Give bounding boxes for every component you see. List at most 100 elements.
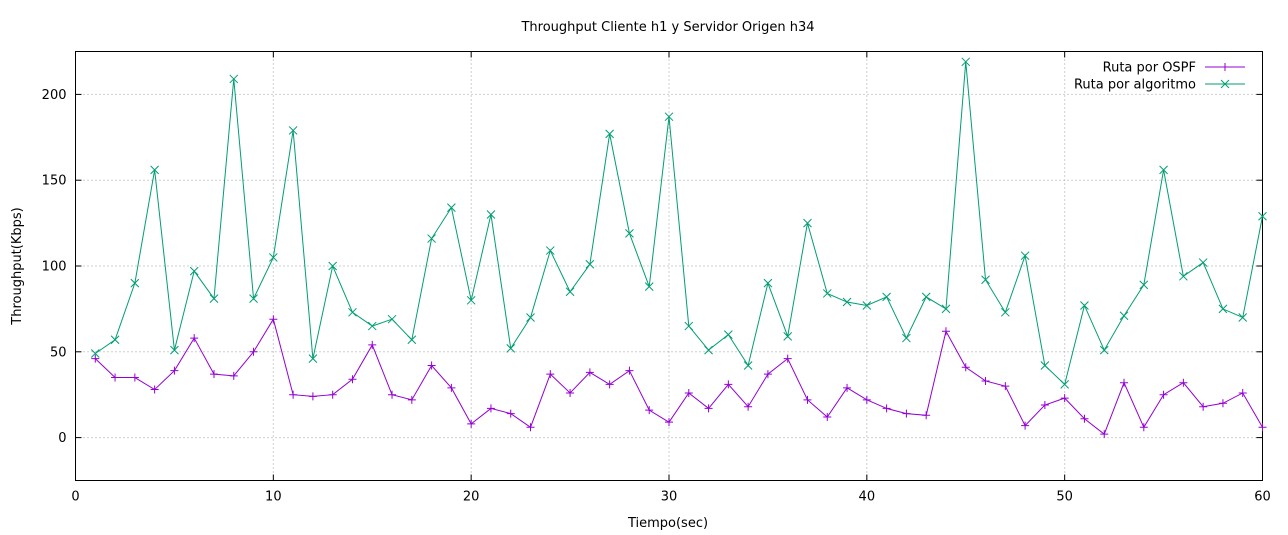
data-point [803,218,812,228]
data-point [308,354,318,364]
data-point [961,57,971,67]
data-point [150,165,159,175]
x-tick-label: 30 [661,490,678,505]
data-point [625,229,634,238]
data-point [605,129,615,139]
data-point [585,368,594,377]
data-point [209,370,218,379]
x-axis-label: Tiempo(sec) [627,516,708,531]
data-point [803,395,812,404]
data-point [644,282,654,291]
data-point [1120,378,1129,387]
data-point [427,361,436,370]
data-point [1000,307,1010,317]
data-point [704,345,713,355]
data-point [1001,382,1010,391]
data-point [506,344,516,353]
data-point [1100,430,1109,439]
data-point [902,333,911,343]
data-point [665,418,673,427]
data-point [645,406,654,415]
data-point [1238,388,1247,397]
data-point [130,278,140,288]
series-line [94,317,1263,435]
data-point [822,289,832,298]
series-1 [91,315,1267,439]
data-point [229,74,239,84]
data-point [209,294,219,303]
data-point [130,373,139,382]
data-point [723,330,733,339]
data-point [467,419,476,428]
data-point [684,321,694,331]
series-line [94,61,1263,386]
legend-item: Ruta por algoritmo [1074,78,1245,93]
axis-ticks: 0 50 100 150 200 0 10 20 30 40 50 60 [42,51,1271,505]
data-point [110,335,120,345]
data-point [526,313,535,322]
data-point [1040,400,1049,409]
data-point [90,349,100,358]
data-point [961,363,970,372]
data-point [388,390,397,399]
data-point [941,304,951,314]
data-point [189,266,199,276]
y-tick-label: 0 [58,431,66,446]
data-point [447,203,456,213]
data-point [1139,280,1149,290]
data-point [842,297,852,307]
data-point [1139,423,1148,432]
data-point [843,383,852,392]
series-group [90,57,1267,439]
data-point [922,411,931,420]
data-point [170,366,179,375]
data-point [1119,311,1129,321]
x-tick-label: 40 [859,490,876,505]
data-point [743,361,753,370]
data-point [823,413,832,422]
x-tick-label: 20 [463,490,480,505]
data-point [664,112,674,122]
legend: Ruta por OSPF Ruta por algoritmo [1074,61,1245,93]
data-point [1020,251,1030,261]
data-point [289,390,298,399]
data-point [981,275,990,285]
data-point [308,392,317,401]
data-point [190,334,199,343]
data-point [625,366,634,375]
data-point [328,390,337,399]
data-point [684,388,693,397]
data-point [981,376,990,385]
data-point [91,354,100,363]
data-point [328,261,338,271]
data-point [882,292,891,302]
data-point [387,314,397,324]
legend-item: Ruta por OSPF [1103,61,1245,76]
data-point [407,395,416,404]
data-point [744,402,753,411]
data-point [348,307,357,317]
data-point [545,246,555,255]
data-point [407,335,417,345]
data-point [466,295,476,305]
y-tick-label: 100 [42,260,67,275]
data-point [1258,423,1267,432]
data-point [111,373,120,382]
data-point [1198,258,1208,267]
data-point [565,287,575,297]
legend-label: Ruta por algoritmo [1074,78,1196,93]
y-tick-label: 200 [42,88,67,103]
data-point [367,321,377,331]
data-point [862,395,871,404]
data-point [368,340,377,349]
data-point [1238,313,1248,322]
data-point [170,345,179,355]
x-tick-label: 50 [1056,490,1073,505]
data-point [249,347,258,356]
y-tick-label: 50 [50,345,67,360]
data-point [902,409,911,418]
data-point [1218,399,1227,408]
data-point [724,380,733,389]
data-point [763,370,772,379]
y-tick-label: 150 [42,174,67,189]
